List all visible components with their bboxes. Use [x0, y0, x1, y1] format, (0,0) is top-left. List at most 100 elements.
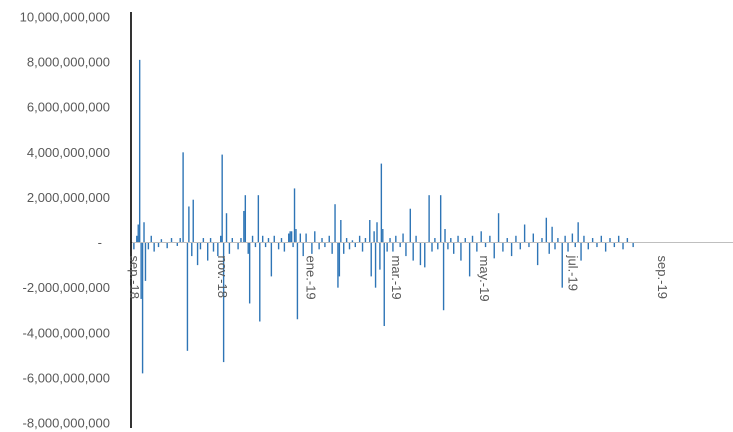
bar — [331, 242, 333, 254]
bar — [273, 235, 275, 243]
bar — [143, 222, 145, 243]
bar — [153, 242, 155, 252]
bar — [415, 235, 417, 243]
bar — [277, 242, 280, 250]
bar — [160, 239, 163, 243]
bar — [383, 242, 385, 327]
y-tick-label: 4,000,000,000 — [27, 145, 110, 160]
bar — [343, 242, 345, 254]
bar — [545, 217, 548, 243]
bar — [519, 242, 521, 250]
bar — [228, 242, 231, 254]
bar — [389, 238, 391, 243]
y-tick-label: -6,000,000,000 — [23, 370, 110, 385]
bar — [510, 242, 513, 257]
x-tick-label: jul.-19 — [565, 255, 580, 291]
bar — [296, 242, 299, 320]
bar — [399, 242, 401, 248]
bar — [536, 242, 539, 266]
bar — [334, 204, 336, 243]
bar — [348, 242, 351, 250]
bar — [577, 222, 579, 243]
bar — [574, 242, 576, 248]
bar — [632, 242, 634, 248]
bar — [502, 242, 504, 252]
bar — [202, 238, 205, 243]
bar — [351, 240, 354, 243]
bar — [243, 210, 245, 243]
bar — [476, 242, 478, 252]
bar — [419, 242, 422, 266]
bar — [471, 235, 474, 243]
bar — [191, 242, 193, 257]
bar — [170, 238, 173, 243]
bar — [192, 199, 194, 243]
bar — [587, 242, 589, 250]
bar — [186, 242, 189, 351]
bar — [617, 235, 620, 243]
bar — [497, 213, 500, 243]
bar — [515, 235, 517, 243]
bar — [221, 154, 223, 243]
bar — [358, 235, 361, 243]
bar — [409, 208, 411, 243]
bar — [609, 238, 611, 243]
bar — [489, 235, 491, 243]
bar — [237, 242, 239, 250]
bar — [600, 235, 603, 243]
bar — [182, 152, 184, 243]
y-tick-label: 10,000,000,000 — [20, 10, 110, 25]
bar — [290, 231, 293, 243]
bar — [626, 238, 629, 243]
y-tick-label: -8,000,000,000 — [23, 416, 110, 431]
bar — [147, 242, 150, 250]
bar — [314, 231, 316, 243]
bar — [354, 242, 356, 248]
bar — [442, 242, 445, 311]
bar — [324, 242, 326, 248]
bar — [437, 242, 439, 250]
bar — [305, 233, 307, 243]
bar — [395, 235, 397, 243]
bar — [345, 238, 348, 243]
bar — [374, 242, 377, 288]
bar — [370, 242, 372, 277]
bar — [231, 238, 233, 243]
bar — [604, 242, 607, 252]
bar — [289, 231, 291, 243]
bar — [439, 195, 442, 243]
bar — [557, 238, 559, 243]
bar — [270, 242, 273, 277]
bar — [302, 242, 304, 257]
bar — [264, 242, 267, 248]
bar — [138, 59, 141, 243]
y-tick-label: -4,000,000,000 — [23, 325, 110, 340]
bar — [150, 235, 152, 243]
y-tick-label: 8,000,000,000 — [27, 55, 110, 70]
bar — [444, 229, 446, 243]
bar — [564, 235, 566, 243]
bar — [257, 195, 260, 243]
bar — [222, 242, 225, 363]
bar — [613, 242, 616, 248]
bar — [220, 235, 222, 243]
bar — [188, 206, 190, 243]
bar — [259, 242, 261, 322]
bar — [484, 242, 487, 248]
bar — [405, 242, 407, 257]
bar — [379, 242, 381, 270]
bar — [136, 235, 138, 243]
bar — [247, 242, 249, 254]
x-tick-label: sep.-19 — [655, 256, 670, 299]
y-tick-label: -2,000,000,000 — [23, 280, 110, 295]
bar — [295, 229, 297, 243]
bar — [321, 238, 323, 243]
bar — [280, 238, 283, 243]
bar — [523, 224, 526, 243]
bar — [207, 242, 209, 261]
x-tick-label: sep.-18 — [127, 256, 142, 299]
bar — [460, 242, 462, 261]
bar — [382, 229, 384, 243]
bar — [551, 226, 553, 243]
